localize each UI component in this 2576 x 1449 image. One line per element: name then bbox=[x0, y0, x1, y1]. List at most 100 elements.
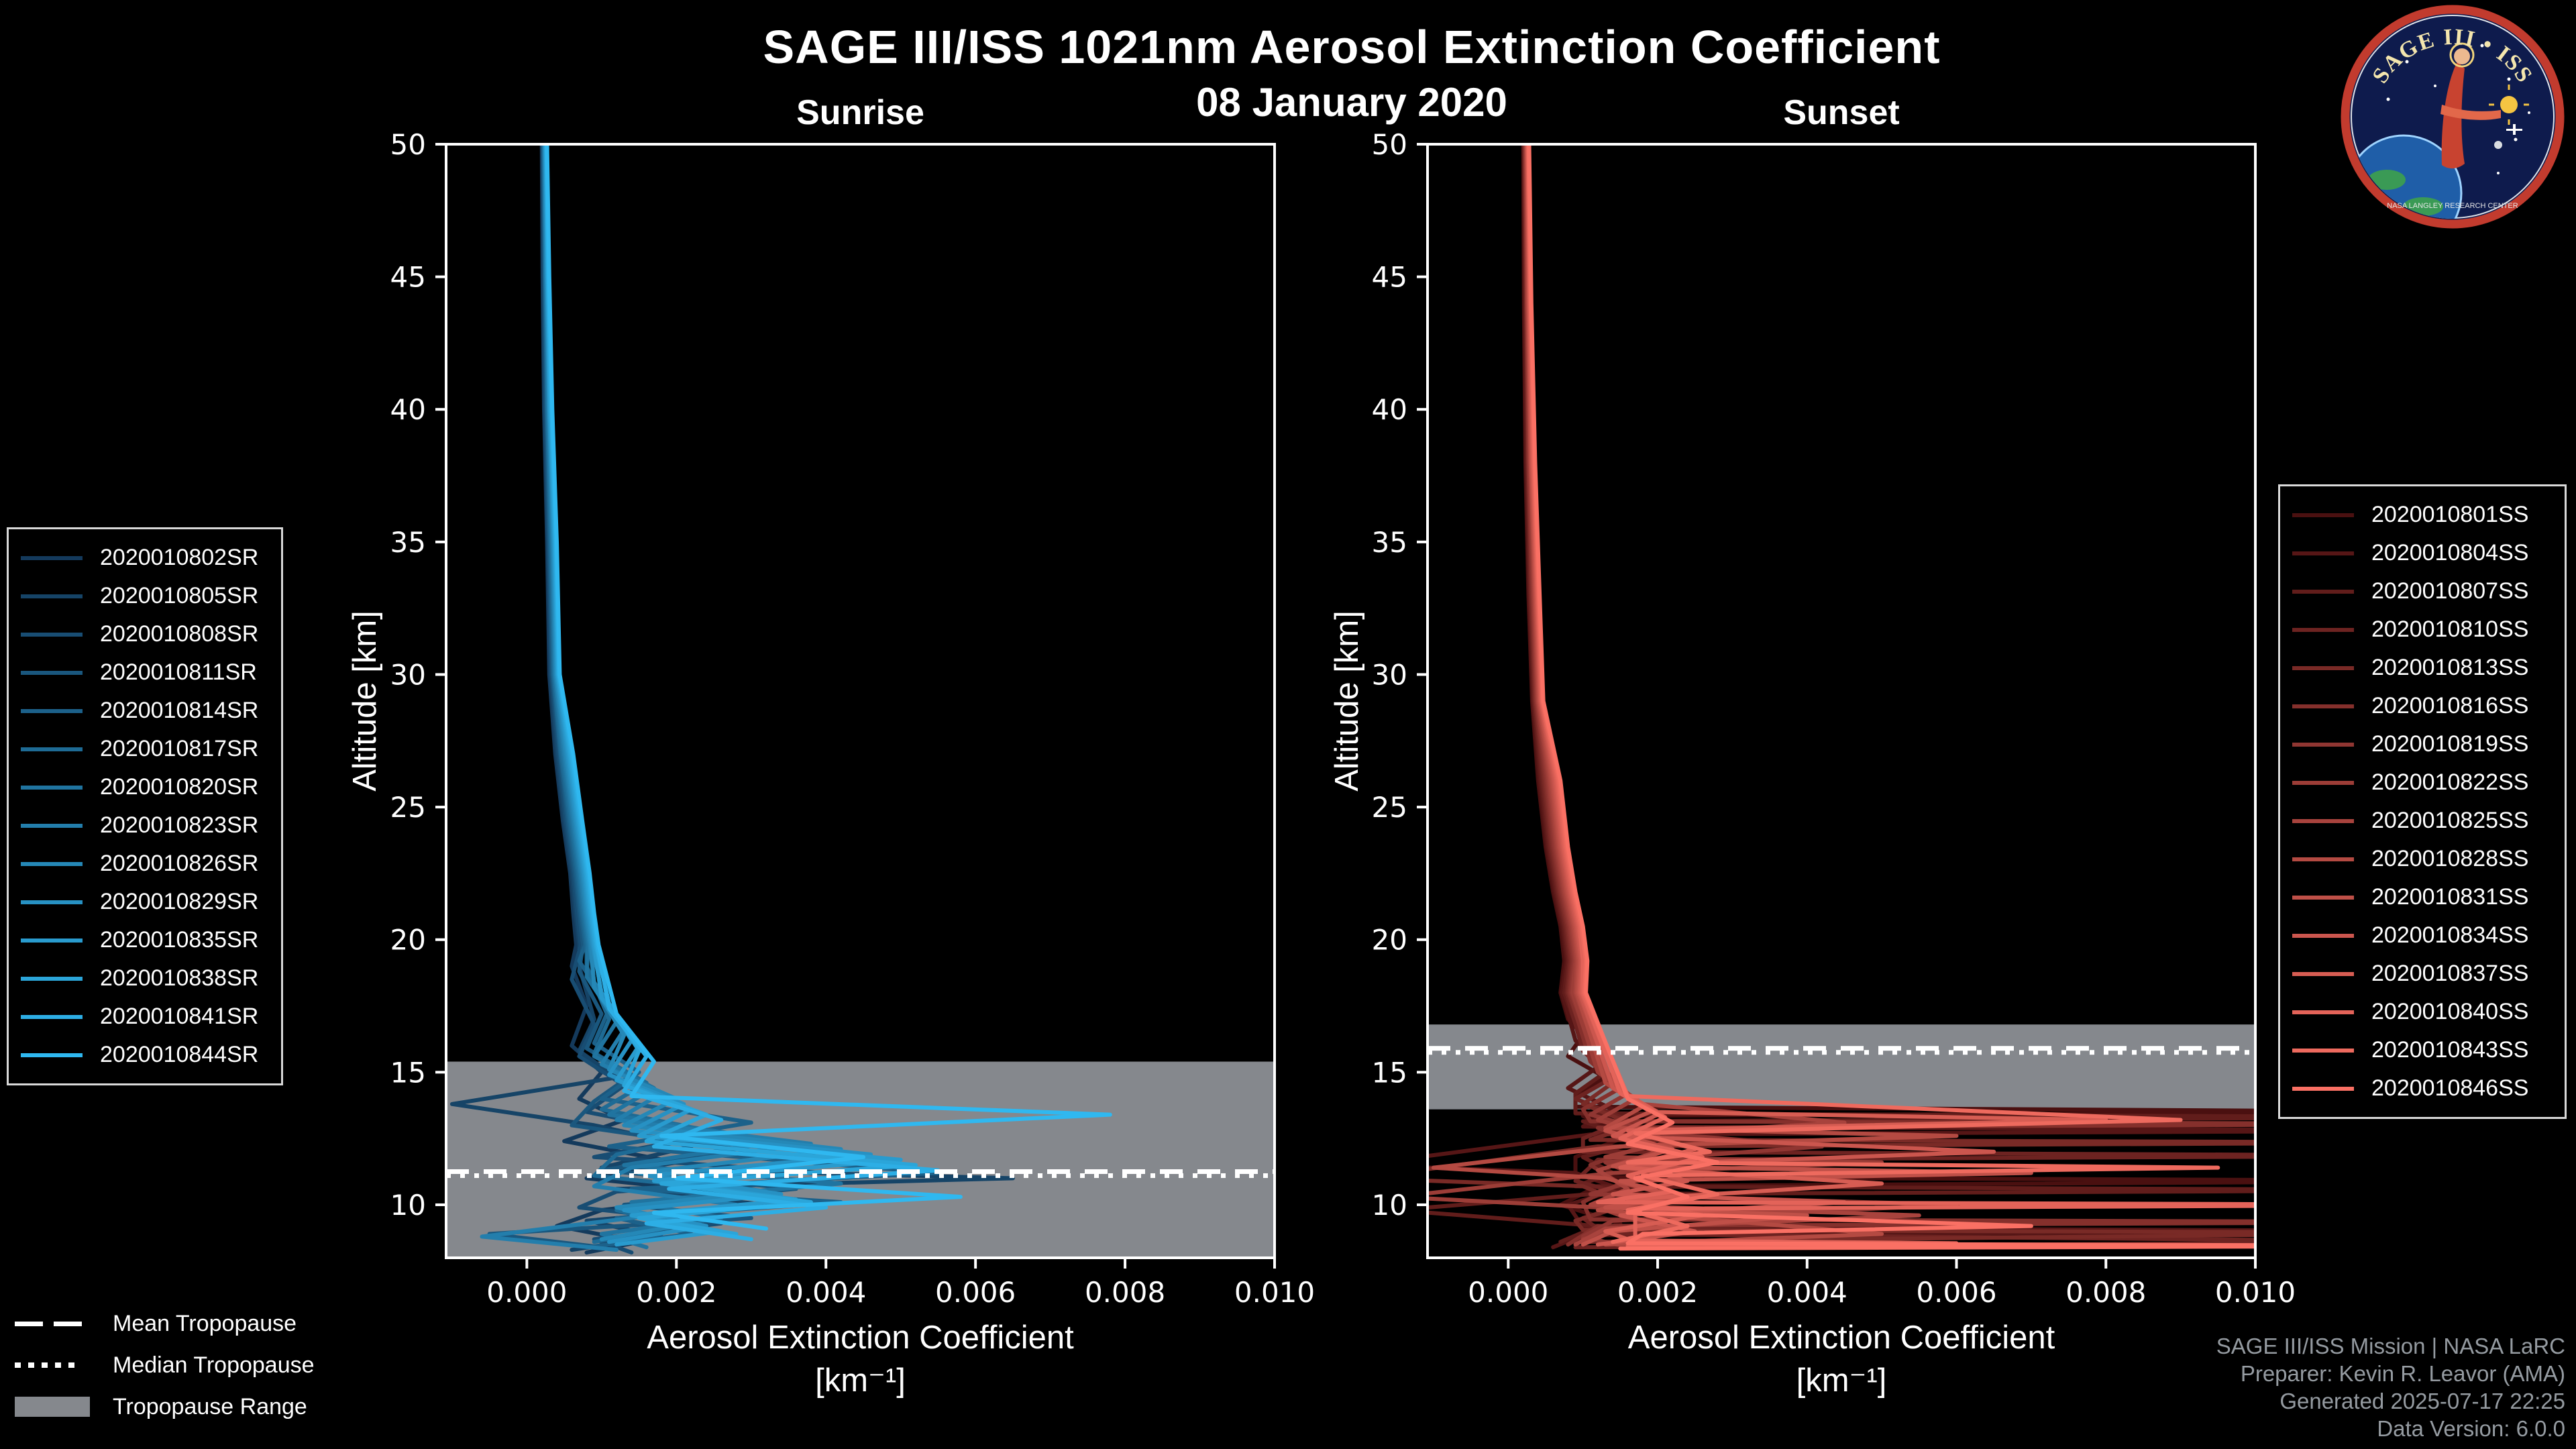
sunset-y-axis-label: Altitude [km] bbox=[1329, 610, 1365, 792]
legend-item: 2020010819SS bbox=[2292, 725, 2553, 763]
y-tick-label: 25 bbox=[1372, 791, 1407, 824]
legend-line-swatch bbox=[21, 708, 83, 713]
logo-sun-rays bbox=[2489, 85, 2529, 125]
x-axis-units: [km⁻¹] bbox=[815, 1362, 906, 1399]
x-axis-units: [km⁻¹] bbox=[1796, 1362, 1887, 1399]
legend-item: 2020010829SR bbox=[21, 883, 269, 921]
logo-angel-halo bbox=[2449, 42, 2475, 68]
y-tick-label: 35 bbox=[390, 526, 426, 559]
y-tick-label: 40 bbox=[390, 393, 426, 426]
legend-item: 2020010828SS bbox=[2292, 840, 2553, 878]
x-tick-label: 0.002 bbox=[1617, 1276, 1698, 1309]
legend-line-swatch bbox=[2292, 780, 2354, 785]
dashed-line-swatch bbox=[15, 1321, 90, 1326]
legend-label: 2020010834SS bbox=[2371, 922, 2529, 948]
legend-label: 2020010844SR bbox=[100, 1042, 259, 1067]
legend-item: 2020010802SR bbox=[21, 539, 269, 577]
legend-label: 2020010841SR bbox=[100, 1004, 259, 1029]
sunrise-legend: 2020010802SR 2020010805SR 2020010808SR 2020… bbox=[7, 527, 283, 1085]
legend-label: 2020010808SR bbox=[100, 621, 259, 647]
legend-item: 2020010810SS bbox=[2292, 610, 2553, 649]
sunrise-panel-title: Sunrise bbox=[796, 93, 924, 132]
logo-earth-land bbox=[2368, 170, 2406, 190]
logo-angel-sash bbox=[2440, 105, 2501, 120]
legend-line-swatch bbox=[21, 900, 83, 904]
legend-line-swatch bbox=[2292, 513, 2354, 517]
legend-label: 2020010817SR bbox=[100, 736, 259, 761]
logo-moon bbox=[2494, 141, 2502, 149]
legend-item: 2020010807SS bbox=[2292, 572, 2553, 610]
x-tick-label: 0.002 bbox=[636, 1276, 716, 1309]
y-tick-label: 50 bbox=[1372, 128, 1407, 161]
legend-item: 2020010843SS bbox=[2292, 1031, 2553, 1069]
x-tick-label: 0.006 bbox=[935, 1276, 1016, 1309]
x-tick-label: 0.010 bbox=[2215, 1276, 2296, 1309]
x-tick-label: 0.004 bbox=[1767, 1276, 1847, 1309]
legend-label: 2020010838SR bbox=[100, 965, 259, 991]
legend-line-swatch bbox=[2292, 971, 2354, 976]
logo-sun bbox=[2500, 96, 2518, 113]
sunset-panel-title: Sunset bbox=[1783, 93, 1900, 132]
legend-item: 2020010831SS bbox=[2292, 878, 2553, 916]
legend-item: 2020010801SS bbox=[2292, 496, 2553, 534]
sunrise-x-axis-label: Aerosol Extinction Coefficient [km⁻¹] bbox=[446, 1316, 1275, 1402]
mean-tropopause-legend-item: Mean Tropopause bbox=[15, 1303, 315, 1344]
y-tick-label: 50 bbox=[390, 128, 426, 161]
legend-item: 2020010808SR bbox=[21, 615, 269, 653]
legend-line-swatch bbox=[21, 976, 83, 981]
x-tick-label: 0.010 bbox=[1234, 1276, 1315, 1309]
y-tick-label: 20 bbox=[390, 924, 426, 957]
legend-item: 2020010825SS bbox=[2292, 802, 2553, 840]
tropopause-range-legend-item: Tropopause Range bbox=[15, 1386, 315, 1428]
legend-item: 2020010841SR bbox=[21, 998, 269, 1036]
legend-line-swatch bbox=[2292, 704, 2354, 708]
legend-item: 2020010804SS bbox=[2292, 534, 2553, 572]
legend-label: 2020010826SR bbox=[100, 851, 259, 876]
mission-credit: SAGE III/ISS Mission | NASA LaRC bbox=[2216, 1334, 2565, 1358]
x-tick-label: 0.000 bbox=[486, 1276, 567, 1309]
y-tick-label: 10 bbox=[1372, 1189, 1407, 1222]
legend-label: 2020010802SR bbox=[100, 545, 259, 570]
legend-line-swatch bbox=[2292, 665, 2354, 670]
x-tick-label: 0.004 bbox=[786, 1276, 866, 1309]
tropopause-legend: Mean Tropopause Median Tropopause Tropop… bbox=[15, 1303, 315, 1428]
figure-date: 08 January 2020 bbox=[1196, 80, 1507, 125]
y-tick-label: 45 bbox=[1372, 261, 1407, 294]
legend-line-swatch bbox=[21, 747, 83, 751]
legend-line-swatch bbox=[21, 555, 83, 560]
legend-item: 2020010838SR bbox=[21, 959, 269, 998]
x-axis-label-text: Aerosol Extinction Coefficient bbox=[647, 1320, 1074, 1356]
profile-line-2020010844SR bbox=[545, 144, 1112, 1231]
legend-line-swatch bbox=[21, 632, 83, 637]
legend-line-swatch bbox=[2292, 933, 2354, 938]
legend-label: 2020010805SR bbox=[100, 583, 259, 608]
logo-earth bbox=[2351, 136, 2461, 219]
axes-frame bbox=[445, 143, 1276, 1259]
legend-label: 2020010810SS bbox=[2371, 616, 2529, 642]
sunset-x-axis-label: Aerosol Extinction Coefficient [km⁻¹] bbox=[1428, 1316, 2255, 1402]
x-tick-label: 0.008 bbox=[2065, 1276, 2146, 1309]
legend-label: 2020010829SR bbox=[100, 889, 259, 914]
y-tick-label: 30 bbox=[390, 658, 426, 691]
y-tick-label: 25 bbox=[390, 791, 426, 824]
y-tick-label: 20 bbox=[1372, 924, 1407, 957]
legend-label: 2020010823SR bbox=[100, 812, 259, 838]
legend-label: 2020010814SR bbox=[100, 698, 259, 723]
legend-label: 2020010840SS bbox=[2371, 999, 2529, 1024]
x-axis-label-text: Aerosol Extinction Coefficient bbox=[1627, 1320, 2055, 1356]
legend-item: 2020010814SR bbox=[21, 692, 269, 730]
sunrise-plot-area bbox=[446, 144, 1275, 1258]
sunset-legend: 2020010801SS 2020010804SS 2020010807SS 2020… bbox=[2278, 484, 2567, 1119]
legend-item: 2020010816SS bbox=[2292, 687, 2553, 725]
legend-label: 2020010831SS bbox=[2371, 884, 2529, 910]
legend-label: Median Tropopause bbox=[113, 1352, 315, 1378]
legend-line-swatch bbox=[21, 823, 83, 828]
y-tick-label: 30 bbox=[1372, 658, 1407, 691]
legend-item: 2020010822SS bbox=[2292, 763, 2553, 802]
legend-line-swatch bbox=[2292, 1010, 2354, 1014]
legend-item: 2020010817SR bbox=[21, 730, 269, 768]
y-tick-label: 15 bbox=[1372, 1056, 1407, 1089]
logo-stars bbox=[2386, 41, 2530, 174]
median-tropopause-legend-item: Median Tropopause bbox=[15, 1344, 315, 1386]
